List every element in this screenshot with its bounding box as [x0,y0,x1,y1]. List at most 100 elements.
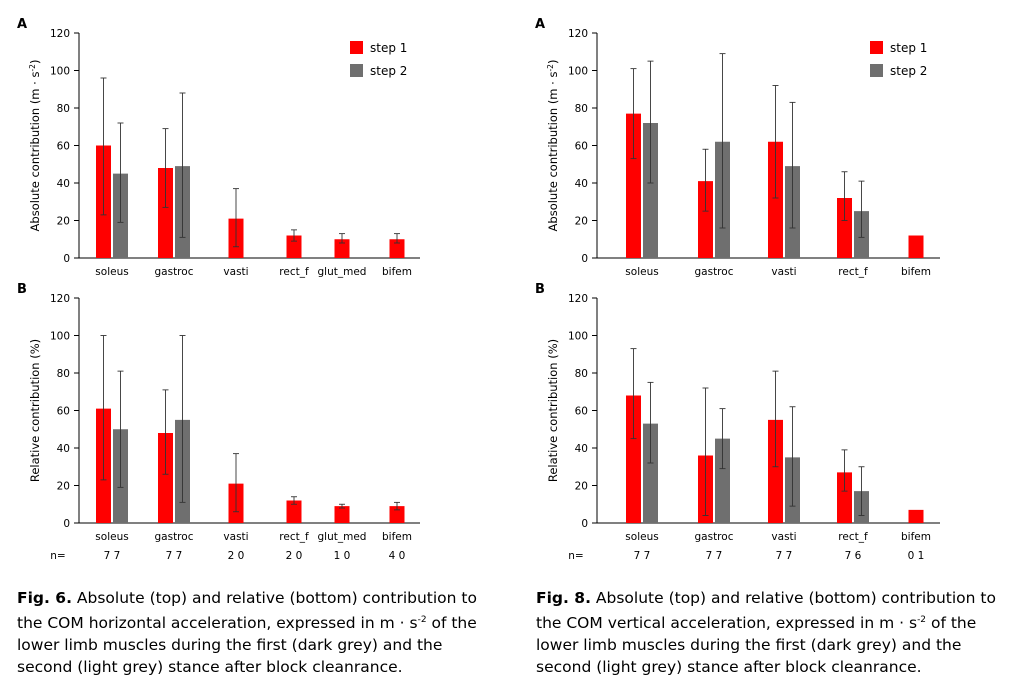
fig8-b-x-tick-label-rect_f: rect_f [838,531,868,543]
fig6-a-y-tick-label: 100 [50,66,70,78]
fig6-b-panel: B 0 20 40 60 80 100 120 Relative contribution (%… [17,282,420,562]
fig8-a-y-tick-label: 120 [568,28,588,40]
fig6-b-y-axis-label: Relative contribution (%) [28,339,42,482]
fig8-b-x-tick-label-gastroc: gastroc [695,531,734,543]
fig8-b-y-axis-label: Relative contribution (%) [546,339,560,482]
fig6-a-y-tick-label: 60 [57,141,70,153]
fig8-b-y-tick-label: 80 [575,368,588,380]
fig6-caption-sup: -2 [417,615,427,625]
fig8-b-bar-gastroc-step2 [715,438,730,523]
fig6-b-n-count-bifem: 4 0 [389,550,406,562]
fig8-b-x-tick-label-bifem: bifem [901,531,931,543]
fig6-a-x-tick-label-vasti: vasti [223,266,248,278]
fig8-a-legend-swatch-step1 [870,41,883,54]
fig8-a-y-tick-label: 20 [575,216,588,228]
fig8-b-bar-rect_f-step1 [837,472,852,523]
fig6-a-y-tick-label: 80 [57,103,70,115]
fig8-b-n-count-rect_f: 7 6 [845,550,862,562]
fig8-b-y-tick-label: 60 [575,406,588,418]
fig8-a-x-tick-label-soleus: soleus [625,266,658,278]
fig8-a-bar-bifem-step1 [908,235,924,258]
fig8-b-n-count-vasti: 7 7 [776,550,793,562]
fig8-b-n-count-soleus: 7 7 [634,550,651,562]
fig6-caption: Fig. 6. Absolute (top) and relative (bot… [17,587,497,678]
fig8-b-x-tick-label-vasti: vasti [771,531,796,543]
fig8-a-panel: A 0 20 40 60 80 100 120 Absolute contribution (m… [535,17,940,278]
fig8-a-bar-soleus-step2 [643,123,658,258]
fig8-b-y-tick-label: 20 [575,481,588,493]
fig8-a-legend-swatch-step2 [870,64,883,77]
fig8-a-y-tick-label: 80 [575,103,588,115]
fig6-a-x-tick-label-soleus: soleus [95,266,128,278]
fig8-a-legend-label-step1: step 1 [890,41,927,55]
fig8-a-y-tick-label: 60 [575,141,588,153]
fig8-a-legend-label-step2: step 2 [890,64,927,78]
fig6-b-y-tick-label: 100 [50,331,70,343]
fig8-b-y-tick-label: 0 [581,518,588,530]
fig8-b-x-tick-label-soleus: soleus [625,531,658,543]
fig8-caption: Fig. 8. Absolute (top) and relative (bot… [536,587,1016,678]
fig6-b-n-count-rect_f: 2 0 [286,550,303,562]
fig8-b-bar-soleus-step1 [626,395,641,523]
fig6-a-y-axis-label: Absolute contribution (m · s-2) [28,60,42,232]
fig8-b-bar-soleus-step2 [643,423,658,523]
figure-canvas: A 0 20 40 60 80 100 120 Absolute contribution (m… [17,17,940,562]
fig6-a-x-tick-label-bifem: bifem [382,266,412,278]
fig8-a-bar-soleus-step1 [626,113,641,258]
fig8-a-y-tick-label: 100 [568,66,588,78]
fig6-b-n-label: n= [50,550,65,562]
fig6-a-panel-letter: A [17,17,27,32]
fig8-caption-text: Absolute (top) and relative (bottom) con… [536,589,996,633]
fig8-caption-label: Fig. 8. [536,589,591,607]
fig6-b-y-tick-label: 20 [57,481,70,493]
fig6-a-x-tick-label-rect_f: rect_f [279,266,309,278]
fig6-a-bar-bifem-step1 [389,239,405,258]
fig6-a-bar-gastroc-step1 [158,168,173,258]
fig6-b-panel-letter: B [17,282,27,297]
fig6-a-legend-swatch-step1 [350,41,363,54]
fig8-b-panel: B 0 20 40 60 80 100 120 Relative contribution (%… [535,282,940,562]
fig6-b-x-tick-label-soleus: soleus [95,531,128,543]
fig8-b-y-tick-label: 40 [575,443,588,455]
fig6-a-bar-glut_med-step1 [334,239,350,258]
fig8-b-bar-bifem-step1 [908,509,924,523]
fig8-a-x-tick-label-vasti: vasti [771,266,796,278]
fig8-b-n-label: n= [568,550,583,562]
fig8-a-y-tick-label: 0 [581,253,588,265]
fig8-a-bar-vasti-step1 [768,141,783,258]
fig6-b-n-count-soleus: 7 7 [104,550,121,562]
fig6-a-y-tick-label: 20 [57,216,70,228]
fig8-b-y-tick-label: 100 [568,331,588,343]
fig6-a-y-tick-label: 40 [57,178,70,190]
fig8-caption-text-end: of the lower limb muscles during the fir… [536,614,977,677]
fig8-a-x-tick-label-gastroc: gastroc [695,266,734,278]
fig6-b-x-tick-label-vasti: vasti [223,531,248,543]
fig6-a-y-tick-label: 120 [50,28,70,40]
fig6-b-x-tick-label-glut_med: glut_med [318,531,367,543]
fig6-b-y-tick-label: 120 [50,293,70,305]
fig6-a-x-tick-label-gastroc: gastroc [155,266,194,278]
fig6-a-y-tick-label: 0 [63,253,70,265]
fig8-a-panel-letter: A [535,17,545,32]
fig6-b-n-count-glut_med: 1 0 [334,550,351,562]
fig6-b-x-tick-label-rect_f: rect_f [279,531,309,543]
fig6-b-y-tick-label: 60 [57,406,70,418]
fig6-b-y-tick-label: 0 [63,518,70,530]
fig6-b-x-tick-label-bifem: bifem [382,531,412,543]
fig8-a-y-tick-label: 40 [575,178,588,190]
fig6-b-bar-bifem-step1 [389,506,405,523]
fig6-a-x-tick-label-glut_med: glut_med [318,266,367,278]
fig6-b-bar-gastroc-step1 [158,433,173,523]
fig6-b-n-count-vasti: 2 0 [228,550,245,562]
fig6-a-legend-label-step2: step 2 [370,64,407,78]
fig8-a-x-tick-label-bifem: bifem [901,266,931,278]
fig8-b-y-tick-label: 120 [568,293,588,305]
fig6-b-bar-glut_med-step1 [334,506,350,523]
fig8-b-n-count-gastroc: 7 7 [706,550,723,562]
fig6-a-bar-rect_f-step1 [286,235,302,258]
fig6-a-legend-swatch-step2 [350,64,363,77]
fig6-b-n-count-gastroc: 7 7 [166,550,183,562]
fig8-a-x-tick-label-rect_f: rect_f [838,266,868,278]
fig8-a-y-axis-label: Absolute contribution (m · s-2) [546,60,560,232]
fig6-a-panel: A 0 20 40 60 80 100 120 Absolute contribution (m… [17,17,420,278]
